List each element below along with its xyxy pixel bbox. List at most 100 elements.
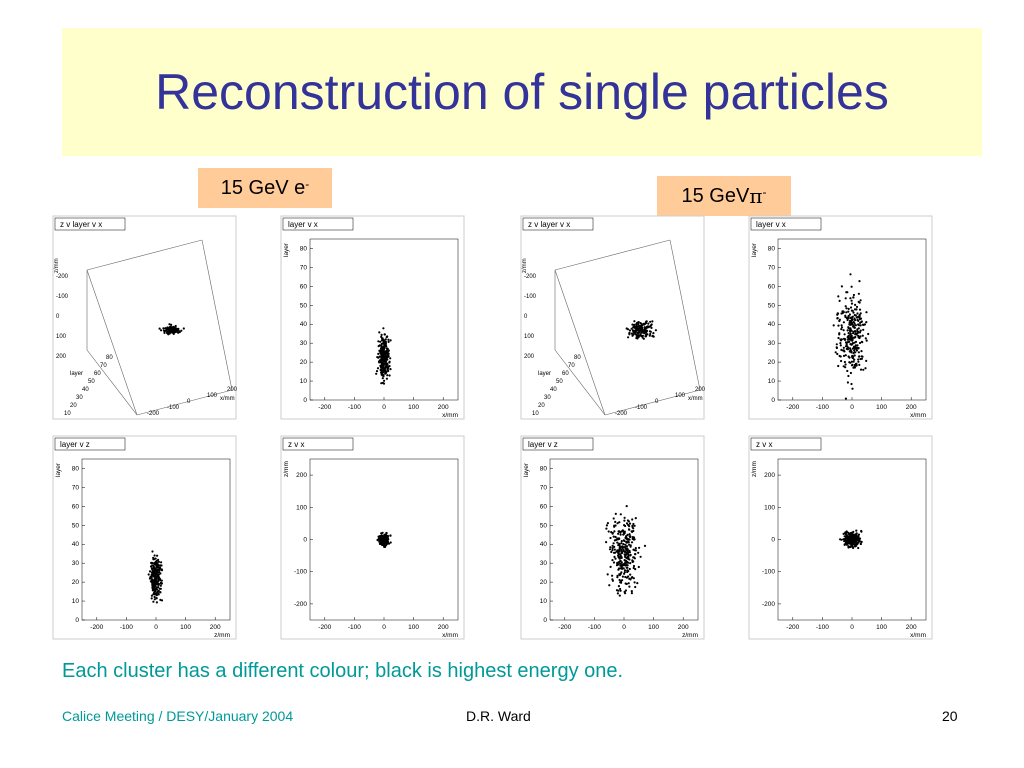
data-point (625, 576, 629, 579)
data-point (855, 316, 859, 319)
data-point (860, 350, 863, 353)
data-point (625, 327, 628, 330)
x-axis-label: x/mm (220, 396, 235, 402)
data-point (154, 561, 157, 564)
data-point (849, 361, 852, 364)
data-point (634, 552, 637, 556)
data-point (853, 538, 856, 541)
data-point (852, 360, 855, 363)
plot-title-box (54, 437, 126, 451)
x-axis-label: x/mm (910, 632, 926, 639)
data-point (861, 334, 864, 337)
data-point (627, 523, 630, 527)
data-point (850, 335, 853, 338)
data-point (156, 573, 159, 576)
data-point (616, 522, 619, 525)
data-point (613, 555, 616, 558)
data-point (860, 540, 863, 543)
data-point (619, 513, 622, 516)
z-tick-label: 200 (524, 354, 535, 360)
data-point (843, 333, 846, 336)
x-tick-label: -100 (348, 624, 361, 631)
data-point (155, 583, 158, 586)
data-point (618, 537, 621, 540)
plot-pi-zvx: z v x -200 -100 0 100 200 -200 -100 0 100 200 x/mm z… (748, 435, 933, 640)
y-tick-label: 50 (768, 302, 776, 309)
data-point (629, 573, 632, 576)
layer-tick-label: 80 (574, 355, 581, 361)
data-point (865, 339, 868, 342)
page-title: Reconstruction of single particles (155, 64, 889, 120)
y-tick-label: -100 (762, 569, 775, 576)
data-point (635, 322, 638, 326)
x-tick-label: 200 (906, 404, 917, 411)
data-point (631, 559, 634, 562)
data-point (846, 381, 849, 384)
x-tick-label: 200 (438, 624, 449, 631)
cube-edge (554, 269, 606, 416)
data-point (867, 332, 870, 336)
data-point (613, 551, 617, 554)
data-point (386, 358, 389, 361)
layer-tick-label: 70 (568, 363, 575, 369)
data-point (857, 346, 860, 350)
data-point (651, 320, 654, 323)
y-tick-label: 70 (768, 264, 776, 271)
x-tick-label: 0 (850, 624, 854, 631)
data-point (840, 328, 843, 331)
data-point (850, 302, 854, 305)
data-point (849, 542, 852, 545)
data-point (180, 329, 183, 332)
data-point (618, 521, 621, 524)
y-tick-label: 60 (540, 503, 548, 510)
data-point (840, 312, 843, 315)
data-point (853, 308, 857, 311)
y-tick-label: 20 (540, 579, 548, 586)
data-point (853, 336, 856, 339)
data-point (620, 581, 623, 584)
data-point (853, 358, 856, 361)
plot-title: z v x (288, 440, 304, 449)
data-point (640, 324, 643, 327)
data-point (844, 305, 847, 308)
x-tick-label: 0 (622, 624, 626, 631)
data-point (160, 579, 163, 582)
data-point (625, 556, 628, 560)
data-point (150, 597, 153, 600)
data-point (622, 539, 625, 542)
data-point (155, 586, 158, 589)
y-tick-label: -200 (294, 601, 307, 608)
data-point (157, 589, 160, 592)
data-point (859, 329, 862, 332)
layer-tick-label: 70 (100, 363, 107, 369)
data-point (852, 346, 855, 349)
data-point (159, 584, 162, 587)
data-point (167, 333, 170, 336)
x-tick-label: -100 (635, 405, 648, 411)
plot-pi-layervx: layer v x -200 -100 0 100 200 0 10 20 30 40 50 60 70 8… (748, 215, 933, 420)
z-tick-label: -100 (56, 294, 69, 300)
data-point (848, 338, 851, 341)
data-point (857, 533, 860, 536)
data-point (847, 334, 850, 337)
data-point (847, 317, 850, 320)
data-point (635, 337, 638, 340)
data-point (164, 327, 167, 330)
data-point (850, 382, 853, 386)
data-point (865, 321, 868, 324)
y-tick-label: 40 (540, 541, 548, 548)
data-point (159, 591, 162, 594)
data-point (853, 314, 856, 317)
data-point (621, 545, 624, 548)
data-point (631, 525, 634, 528)
data-point (859, 299, 862, 302)
data-point (842, 365, 845, 368)
data-point (847, 310, 850, 313)
data-point (839, 355, 842, 358)
data-point (852, 366, 855, 369)
data-point (858, 341, 862, 345)
data-point (606, 573, 609, 576)
y-tick-label: -100 (294, 569, 307, 576)
data-point (628, 332, 631, 335)
data-point (650, 326, 653, 329)
